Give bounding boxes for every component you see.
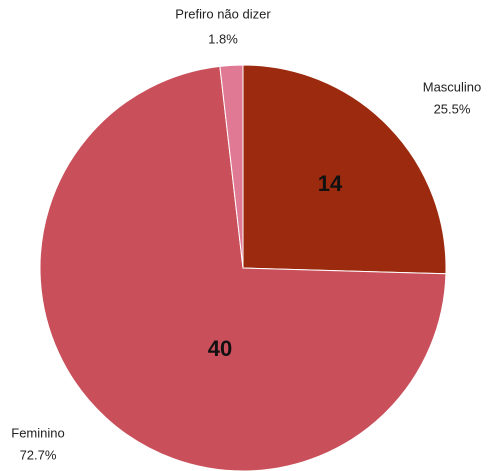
slice-percent: 1.8%: [208, 31, 238, 46]
pie-slice: [242, 64, 447, 275]
slice-label: Prefiro não dizer: [175, 6, 271, 21]
slice-label: Masculino: [423, 79, 482, 94]
value-label: 40: [208, 336, 232, 361]
pie-slice: [219, 64, 244, 269]
pie-slice: [39, 65, 447, 471]
slice-label: Feminino: [11, 425, 64, 440]
value-label: 14: [318, 171, 343, 196]
slice-percent: 72.7%: [20, 447, 57, 462]
slice-percent: 25.5%: [434, 101, 471, 116]
